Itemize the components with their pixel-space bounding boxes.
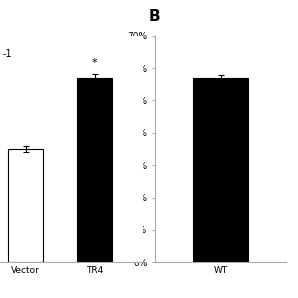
Text: -1: -1 — [3, 49, 13, 59]
Y-axis label: Recovery of RNA synthesis: Recovery of RNA synthesis — [114, 83, 125, 215]
Text: *: * — [92, 58, 97, 68]
Text: B: B — [149, 9, 161, 24]
Bar — [77, 78, 112, 262]
Bar — [193, 78, 248, 262]
Bar — [8, 149, 43, 262]
